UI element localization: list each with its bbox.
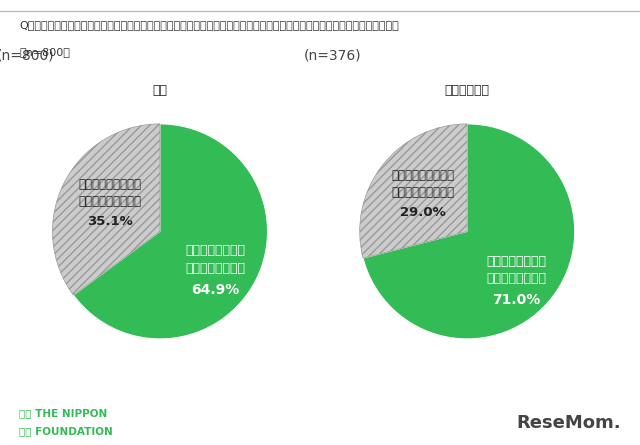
Text: 役に立たなかった／: 役に立たなかった／ [79, 178, 141, 191]
Text: 35.1%: 35.1% [87, 215, 133, 228]
Text: ReseMom.: ReseMom. [516, 414, 621, 432]
Title: 全体: 全体 [152, 84, 168, 97]
Text: 64.9%: 64.9% [191, 283, 240, 297]
Text: 日本 THE NIPPON: 日本 THE NIPPON [19, 409, 108, 418]
Text: （n=800）: （n=800） [19, 47, 70, 57]
Text: 役に立たないと思う: 役に立たないと思う [392, 186, 454, 199]
Text: 財団 FOUNDATION: 財団 FOUNDATION [19, 426, 113, 436]
Text: (n=376): (n=376) [304, 48, 362, 62]
Text: Q　学校での防災教育は役に立ちましたか、あるいは役に立つと思いますか。以下の設問に当てはまる方を選択してください。: Q 学校での防災教育は役に立ちましたか、あるいは役に立つと思いますか。以下の設問… [19, 20, 399, 30]
Wedge shape [74, 124, 268, 339]
Text: (n=800): (n=800) [0, 48, 54, 62]
Wedge shape [360, 124, 467, 258]
Text: ／役に立つと思う: ／役に立つと思う [486, 272, 547, 285]
Wedge shape [52, 124, 160, 295]
Text: 役に立ったと思う: 役に立ったと思う [186, 244, 246, 258]
Text: 29.0%: 29.0% [400, 206, 446, 218]
Text: ／役に立つと思う: ／役に立つと思う [186, 262, 246, 275]
Text: 役に立ったと思う: 役に立ったと思う [486, 255, 547, 267]
Text: 役に立たないと思う: 役に立たないと思う [79, 195, 141, 208]
Text: 役に立たなかった／: 役に立たなかった／ [392, 169, 454, 182]
Title: 被災経験あり: 被災経験あり [445, 84, 490, 97]
Wedge shape [363, 124, 575, 339]
Text: 71.0%: 71.0% [492, 293, 541, 307]
